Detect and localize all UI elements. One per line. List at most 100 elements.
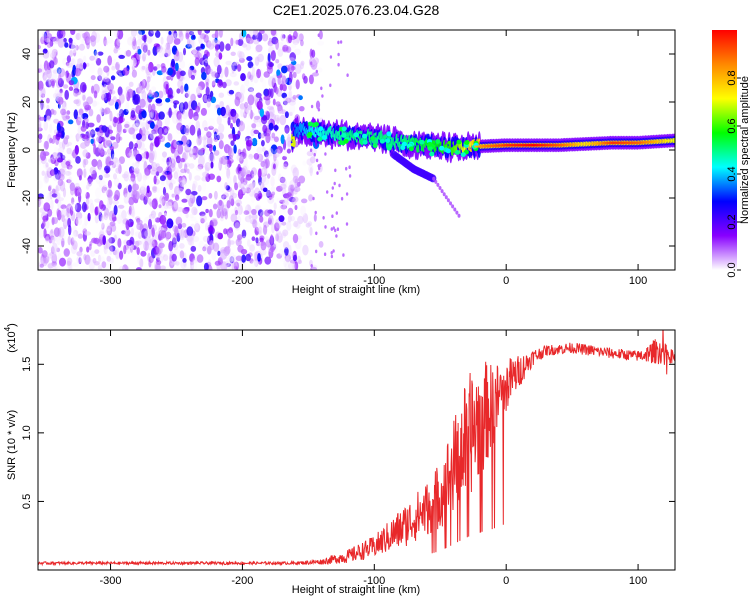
- noise-blob: [248, 153, 253, 160]
- noise-blob: [211, 250, 217, 261]
- noise-blob: [299, 106, 305, 112]
- noise-blob: [261, 167, 267, 176]
- noise-blob: [204, 127, 209, 131]
- noise-blob: [250, 260, 257, 269]
- noise-blob: [121, 173, 129, 179]
- noise-blob: [308, 194, 314, 202]
- noise-blob: [136, 38, 142, 46]
- noise-blob: [134, 58, 138, 63]
- noise-blob: [243, 111, 247, 119]
- noise-blob: [38, 103, 42, 112]
- noise-blob: [153, 161, 159, 168]
- noise-blob: [280, 33, 285, 42]
- noise-blob: [48, 158, 55, 164]
- signal-blob: [429, 151, 435, 157]
- noise-blob: [135, 105, 142, 115]
- noise-blob: [283, 96, 290, 106]
- noise-blob: [59, 91, 63, 97]
- noise-blob: [125, 49, 132, 57]
- noise-blob: [288, 57, 295, 63]
- noise-dot: [320, 86, 323, 91]
- noise-blob: [240, 167, 247, 178]
- noise-blob: [113, 204, 118, 216]
- noise-blob: [42, 48, 48, 54]
- noise-dot: [321, 94, 324, 98]
- noise-blob: [189, 214, 194, 219]
- signal-core: [545, 144, 548, 147]
- noise-blob: [283, 241, 290, 250]
- noise-blob: [196, 254, 204, 263]
- noise-blob: [221, 194, 227, 200]
- noise-blob: [57, 38, 65, 48]
- noise-blob: [208, 209, 213, 218]
- y-tick-label: 1.0: [21, 425, 33, 440]
- noise-blob: [153, 66, 158, 71]
- noise-blob: [52, 37, 60, 45]
- noise-blob: [271, 77, 276, 88]
- noise-blob: [276, 197, 284, 203]
- noise-blob: [288, 197, 296, 203]
- noise-blob: [197, 92, 202, 99]
- noise-blob: [94, 198, 101, 203]
- noise-blob: [77, 233, 84, 239]
- noise-blob: [165, 58, 169, 64]
- noise-blob: [76, 168, 83, 178]
- noise-blob: [313, 213, 317, 222]
- noise-blob: [146, 37, 153, 44]
- noise-blob: [158, 50, 164, 58]
- signal-core: [611, 141, 613, 144]
- noise-blob: [238, 57, 245, 63]
- noise-blob: [279, 248, 284, 255]
- noise-blob: [114, 38, 121, 49]
- noise-blob: [62, 187, 67, 198]
- noise-blob: [38, 180, 43, 189]
- noise-blob: [176, 88, 181, 94]
- signal-mark: [292, 139, 296, 148]
- noise-blob: [262, 216, 268, 223]
- noise-blob: [270, 30, 277, 36]
- noise-blob: [189, 124, 196, 136]
- noise-blob: [239, 182, 245, 189]
- noise-blob: [38, 121, 42, 127]
- noise-blob: [52, 188, 56, 194]
- noise-blob: [70, 30, 76, 35]
- noise-blob: [105, 248, 111, 256]
- noise-blob: [261, 78, 267, 89]
- noise-blob: [210, 76, 216, 86]
- noise-blob: [61, 228, 68, 239]
- x-tick-label: -200: [231, 575, 253, 587]
- noise-blob: [191, 191, 198, 196]
- noise-blob: [94, 50, 98, 62]
- colorbar-tick-label: 0.4: [726, 166, 738, 181]
- signal-core: [518, 144, 521, 147]
- noise-dot: [315, 158, 319, 163]
- noise-blob: [113, 48, 118, 54]
- noise-blob: [182, 111, 189, 120]
- noise-blob: [251, 214, 258, 220]
- noise-blob: [49, 229, 54, 240]
- noise-blob: [211, 219, 218, 227]
- noise-blob: [292, 222, 299, 228]
- noise-blob: [38, 121, 42, 131]
- noise-blob: [47, 192, 51, 201]
- noise-blob: [185, 128, 189, 134]
- noise-blob: [309, 167, 313, 177]
- noise-blob: [251, 182, 257, 188]
- branch-mark: [434, 179, 438, 184]
- noise-blob: [59, 88, 63, 94]
- noise-blob: [185, 32, 190, 40]
- noise-blob: [193, 116, 200, 120]
- noise-blob: [135, 267, 142, 270]
- noise-blob: [287, 207, 294, 216]
- noise-blob: [293, 186, 301, 193]
- noise-blob: [66, 259, 72, 269]
- noise-blob: [140, 184, 148, 193]
- noise-blob: [104, 215, 110, 226]
- noise-blob: [132, 133, 137, 140]
- noise-blob: [233, 144, 237, 154]
- noise-blob: [83, 168, 87, 179]
- noise-blob: [130, 204, 134, 211]
- noise-blob: [55, 184, 61, 192]
- noise-blob: [48, 193, 53, 199]
